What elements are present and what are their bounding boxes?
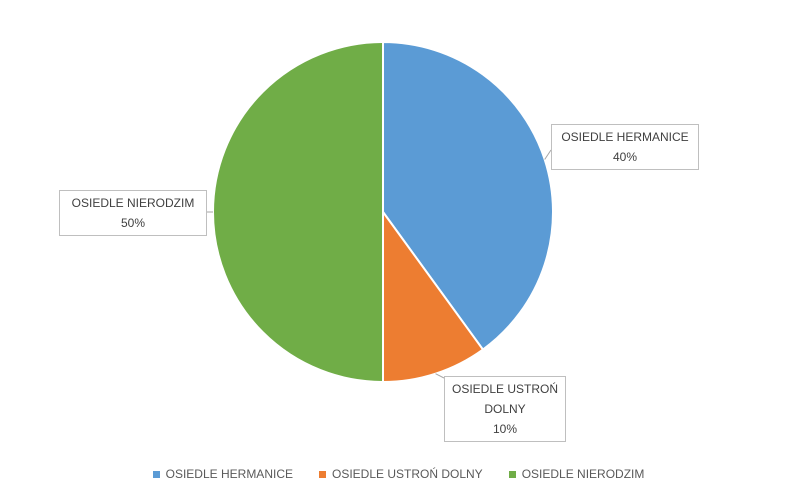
legend-label: OSIEDLE USTROŃ DOLNY [331,467,483,481]
legend-item: OSIEDLE HERMANICE [152,467,293,481]
data-callout: OSIEDLE USTROŃ DOLNY 10% [444,376,566,442]
callout-category: OSIEDLE NIERODZIM [71,196,195,210]
callout-value: 10% [492,422,518,436]
pie-slice [382,40,554,351]
legend-label: OSIEDLE NIERODZIM [521,467,645,481]
leader-line [435,373,445,379]
callout-value: 50% [120,216,146,230]
pie-slice [382,208,485,384]
legend-swatch [318,470,326,478]
callout-value: 40% [612,150,638,164]
legend-swatch [508,470,516,478]
data-callout: OSIEDLE HERMANICE 40% [551,124,699,170]
legend: OSIEDLE HERMANICE OSIEDLE USTROŃ DOLNY OSI… [0,467,797,481]
leader-line [544,149,552,160]
legend-item: OSIEDLE USTROŃ DOLNY [318,467,483,481]
legend-label: OSIEDLE HERMANICE [165,467,293,481]
pie-slice [212,40,384,384]
data-callout: OSIEDLE NIERODZIM 50% [59,190,207,236]
callout-category: OSIEDLE USTROŃ DOLNY [451,382,559,416]
callout-category: OSIEDLE HERMANICE [561,130,689,144]
legend-swatch [152,470,160,478]
legend-item: OSIEDLE NIERODZIM [508,467,645,481]
